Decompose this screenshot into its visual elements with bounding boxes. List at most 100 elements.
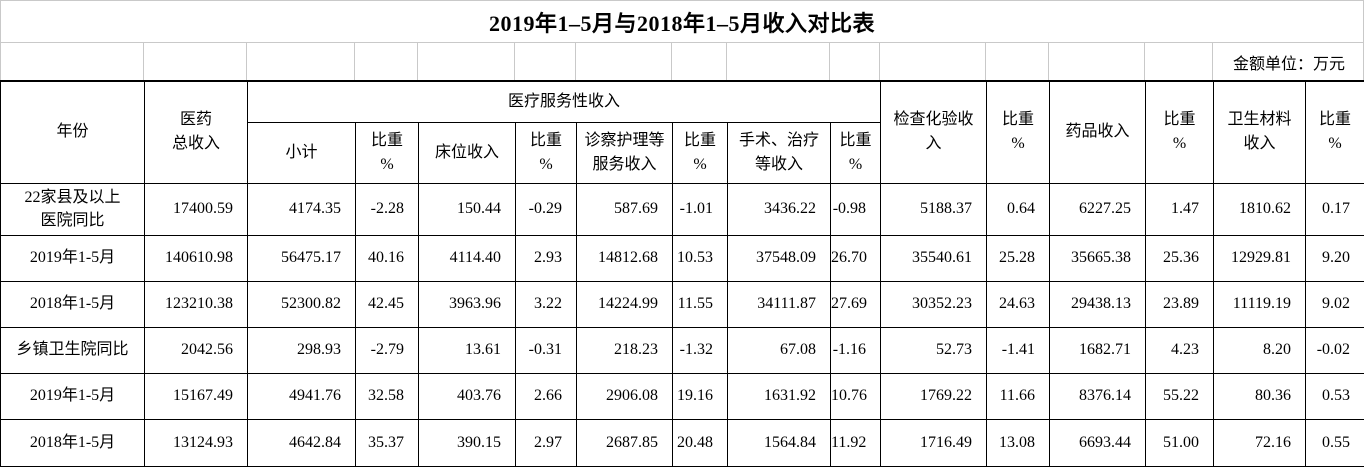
table-cell: 26.70 (829, 234, 882, 282)
col-header-exam-nursing-income: 诊察护理等服务收入 (576, 121, 673, 184)
col-group-medical-service-income: 医疗服务性收入 (246, 80, 882, 123)
table-cell: 35665.38 (1049, 234, 1147, 282)
table-cell: 403.76 (418, 372, 516, 420)
header-row-group: 年份 医药 总收入 医疗服务性收入 检查化验收入 比重 % 药品收入 比重 % … (0, 80, 1364, 184)
table-cell: 3963.96 (418, 280, 516, 328)
table-row: 2018年1-5月 123210.38 52300.82 42.45 3963.… (0, 280, 1364, 328)
table-cell: -2.79 (355, 326, 419, 374)
table-cell: 4174.35 (247, 182, 356, 236)
table-cell: 587.69 (576, 182, 673, 236)
table-cell: 25.28 (986, 234, 1051, 282)
table-cell: 1631.92 (727, 372, 831, 420)
table-cell: 34111.87 (727, 280, 831, 328)
unit-row: 金额单位：万元 (0, 43, 1364, 80)
col-header-year: 年份 (0, 80, 145, 184)
table-cell: 150.44 (418, 182, 516, 236)
table-cell: 80.36 (1213, 372, 1307, 420)
col-header-surgery-treatment-income: 手术、治疗等收入 (727, 121, 831, 184)
table-cell: 51.00 (1145, 418, 1215, 467)
col-header-inspection-lab-income: 检查化验收入 (880, 80, 988, 184)
row-label: 乡镇卫生院同比 (0, 326, 145, 374)
table-cell: -1.32 (672, 326, 728, 374)
table-cell: 11119.19 (1213, 280, 1307, 328)
unit-note: 金额单位：万元 (1232, 55, 1345, 73)
row-label: 2019年1-5月 (0, 234, 145, 282)
gridline-cell (515, 43, 576, 80)
table-cell: 10.76 (829, 372, 882, 420)
table-cell: 4114.40 (418, 234, 516, 282)
table-cell: 10.53 (672, 234, 728, 282)
col-header-health-materials-income: 卫生材料收入 (1213, 80, 1307, 184)
unit-note-cell: 金额单位：万元 (1213, 43, 1364, 80)
table-cell: -0.98 (829, 182, 882, 236)
title-row: 2019年1–5月与2018年1–5月收入对比表 (0, 0, 1364, 43)
table-cell: 35.37 (355, 418, 419, 467)
table-cell: 1769.22 (880, 372, 988, 420)
table-cell: 14812.68 (576, 234, 673, 282)
col-header-proportion: 比重 % (986, 80, 1051, 184)
table-cell: 3436.22 (727, 182, 831, 236)
table-cell: 24.63 (986, 280, 1051, 328)
table-cell: 35540.61 (880, 234, 988, 282)
table-cell: 4.23 (1145, 326, 1215, 374)
gridline-cell (355, 43, 418, 80)
table-cell: 13.08 (986, 418, 1051, 467)
row-label: 2018年1-5月 (0, 280, 145, 328)
table-cell: 30352.23 (880, 280, 988, 328)
table-cell: 4941.76 (247, 372, 356, 420)
table-row: 2019年1-5月 140610.98 56475.17 40.16 4114.… (0, 234, 1364, 282)
table-cell: 1564.84 (727, 418, 831, 467)
table-row: 乡镇卫生院同比 2042.56 298.93 -2.79 13.61 -0.31… (0, 326, 1364, 374)
table-cell: 11.66 (986, 372, 1051, 420)
table-cell: -0.31 (515, 326, 577, 374)
table-cell: 1810.62 (1213, 182, 1307, 236)
table-cell: 2.97 (515, 418, 577, 467)
gridline-cell (986, 43, 1049, 80)
table-cell: 218.23 (576, 326, 673, 374)
table-header: 年份 医药 总收入 医疗服务性收入 检查化验收入 比重 % 药品收入 比重 % … (0, 80, 1364, 184)
table-cell: 2042.56 (144, 326, 248, 374)
col-header-proportion: 比重 % (829, 121, 882, 184)
col-header-proportion: 比重 % (672, 121, 728, 184)
table-cell: 8.20 (1213, 326, 1307, 374)
table-cell: 37548.09 (727, 234, 831, 282)
row-label: 22家县及以上 医院同比 (0, 182, 145, 236)
table-cell: 0.64 (986, 182, 1051, 236)
table-body: 22家县及以上 医院同比 17400.59 4174.35 -2.28 150.… (0, 182, 1364, 467)
table-cell: 29438.13 (1049, 280, 1147, 328)
gridline-cell (727, 43, 830, 80)
col-header-proportion: 比重 % (1305, 80, 1364, 184)
gridline-cell (418, 43, 515, 80)
gridline-cell (247, 43, 355, 80)
table-cell: 2.93 (515, 234, 577, 282)
table-cell: 13.61 (418, 326, 516, 374)
table-cell: 12929.81 (1213, 234, 1307, 282)
table-cell: 55.22 (1145, 372, 1215, 420)
table-cell: 72.16 (1213, 418, 1307, 467)
row-label: 2019年1-5月 (0, 372, 145, 420)
table-cell: 9.02 (1305, 280, 1364, 328)
col-header-total-income: 医药 总收入 (144, 80, 248, 184)
header-row-sub: 小计 比重 % 床位收入 比重 % 诊察护理等服务收入 比重 % 手术、治疗等收… (1, 121, 1364, 184)
page-title: 2019年1–5月与2018年1–5月收入对比表 (488, 10, 875, 36)
table-cell: 27.69 (829, 280, 882, 328)
table-cell: 19.16 (672, 372, 728, 420)
table-cell: 17400.59 (144, 182, 248, 236)
table-cell: 2687.85 (576, 418, 673, 467)
table-cell: 8376.14 (1049, 372, 1147, 420)
gridline-cell (1145, 43, 1213, 80)
table-cell: 13124.93 (144, 418, 248, 467)
row-label: 2018年1-5月 (0, 418, 145, 467)
table-cell: 2.66 (515, 372, 577, 420)
table-cell: 56475.17 (247, 234, 356, 282)
table-cell: -1.01 (672, 182, 728, 236)
table-row: 2019年1-5月 15167.49 4941.76 32.58 403.76 … (0, 372, 1364, 420)
table-cell: 67.08 (727, 326, 831, 374)
table-cell: 52.73 (880, 326, 988, 374)
table-cell: 4642.84 (247, 418, 356, 467)
col-header-drug-income: 药品收入 (1049, 80, 1147, 184)
table-cell: 20.48 (672, 418, 728, 467)
table-cell: 3.22 (515, 280, 577, 328)
gridline-cell (576, 43, 672, 80)
